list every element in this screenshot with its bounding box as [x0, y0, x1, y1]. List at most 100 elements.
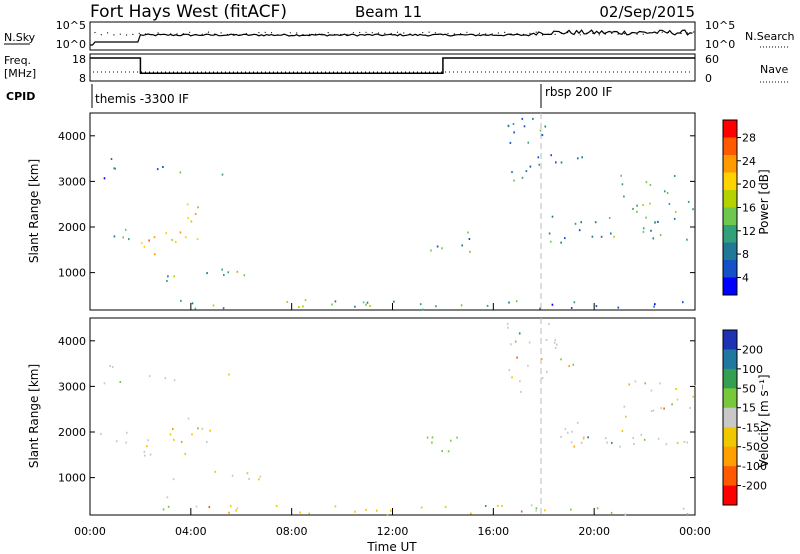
range-cell	[275, 505, 278, 507]
range-cell	[617, 306, 620, 309]
range-cell	[689, 406, 691, 409]
range-cell	[470, 512, 472, 515]
colorbar-swatch	[723, 207, 737, 226]
range-cell	[676, 441, 679, 444]
x-tick-label: 12:00	[377, 525, 409, 538]
nsearch-point	[516, 33, 518, 35]
time-x-axis: 00:00 04:00 08:00 12:00 16:00 20:00 00:00	[74, 303, 711, 538]
nsearch-point	[233, 33, 235, 35]
range-cell	[546, 370, 548, 373]
range-cell	[298, 306, 300, 309]
range-cell	[610, 511, 613, 514]
range-cell	[665, 443, 668, 446]
range-cell	[580, 221, 582, 224]
range-cell	[687, 200, 690, 203]
range-cell	[460, 304, 463, 307]
nave-label: Nave	[760, 63, 788, 76]
nsearch-point	[504, 31, 506, 33]
nsearch-point	[529, 32, 531, 34]
station-title: Fort Hays West (fitACF)	[90, 2, 287, 22]
range-cell	[610, 232, 612, 235]
range-cell	[650, 229, 652, 232]
nsearch-point	[686, 32, 689, 34]
range-cell	[570, 508, 572, 511]
range-cell	[541, 134, 544, 137]
range-cell	[582, 437, 585, 440]
range-cell	[206, 441, 208, 443]
range-cell	[162, 166, 164, 168]
range-cell	[520, 390, 522, 393]
colorbar-tick-label: -50	[742, 441, 760, 454]
range-cell	[128, 238, 130, 241]
range-cell	[354, 305, 356, 308]
range-cell	[570, 441, 573, 444]
nsky-panel: N.Sky 10^5 10^0 10^5 10^0 N.Search	[4, 19, 795, 51]
nsearch-point	[667, 31, 670, 34]
range-cell	[187, 417, 190, 420]
range-cell	[636, 210, 638, 213]
range-cell	[331, 303, 333, 306]
range-cell	[514, 340, 517, 343]
range-cell	[184, 236, 187, 239]
nsearch-point	[523, 33, 525, 35]
range-cell	[654, 303, 656, 306]
range-cell	[570, 307, 573, 309]
range-cell	[692, 395, 694, 398]
range-cell	[578, 229, 581, 232]
nsearch-point	[100, 34, 102, 36]
colorbar-swatch	[723, 368, 737, 389]
nsearch-point	[453, 33, 455, 35]
range-cell	[113, 235, 116, 238]
range-cell	[513, 131, 515, 134]
range-cell	[659, 234, 662, 237]
range-cell	[580, 441, 583, 444]
nsky-label: N.Sky	[4, 31, 36, 44]
range-cell	[172, 428, 174, 430]
range-cell	[420, 506, 423, 509]
range-cell	[153, 253, 156, 256]
range-cell	[119, 381, 122, 383]
range-cell	[469, 250, 471, 253]
range-cell	[179, 171, 182, 174]
nsearch-point	[157, 32, 159, 34]
colorbar-swatch	[723, 120, 737, 138]
range-cell	[302, 305, 304, 308]
velocity-colorbar: 200 100 50 15 -15 -50 -100 -200	[722, 329, 767, 506]
range-cell	[548, 232, 551, 235]
range-cell	[571, 430, 573, 433]
range-cell	[208, 506, 211, 509]
nsearch-point	[132, 33, 134, 36]
range-cell	[642, 230, 645, 233]
range-cell	[634, 380, 637, 383]
nsearch-tick-bottom: 10^0	[705, 38, 735, 51]
range-cell	[422, 308, 424, 311]
nsearch-point	[151, 34, 153, 36]
nsearch-point	[649, 32, 651, 34]
range-cell	[214, 470, 217, 473]
colorbar-swatch	[723, 277, 737, 296]
range-cell	[197, 427, 199, 430]
range-cell	[535, 507, 538, 510]
range-cell	[449, 439, 452, 442]
power-bar-label: Power [dB]	[757, 169, 771, 234]
range-cell	[126, 431, 128, 434]
nsearch-point	[283, 33, 285, 36]
range-cell	[221, 268, 223, 271]
range-cell	[143, 245, 146, 248]
range-cell	[675, 388, 677, 390]
range-cell	[113, 167, 115, 170]
colorbar-tick-label: 8	[742, 248, 749, 261]
range-cell	[581, 156, 583, 159]
range-cell	[653, 305, 655, 308]
y-tick-label: 1000	[58, 267, 86, 280]
range-cell	[694, 385, 697, 387]
range-cell	[166, 496, 169, 499]
nave-tick-bottom: 0	[705, 72, 712, 85]
range-cell	[564, 237, 566, 240]
date-label: 02/Sep/2015	[599, 3, 695, 21]
range-cell	[144, 454, 146, 457]
x-tick-label: 16:00	[477, 525, 509, 538]
nsearch-point	[144, 33, 147, 35]
range-cell	[613, 235, 615, 238]
range-cell	[169, 433, 172, 436]
